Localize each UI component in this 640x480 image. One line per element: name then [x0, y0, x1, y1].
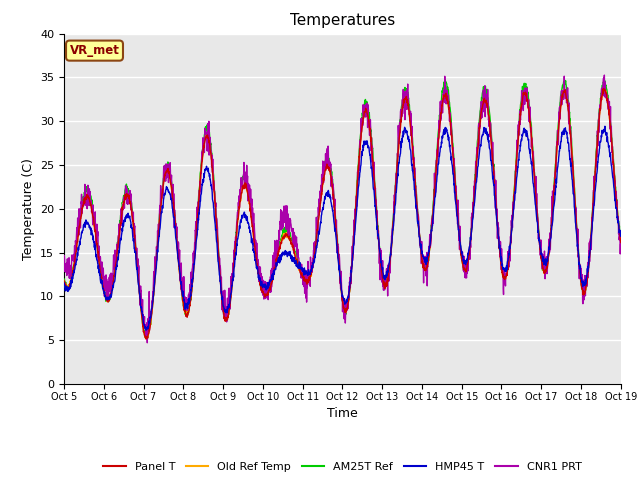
Title: Temperatures: Temperatures: [290, 13, 395, 28]
Legend: Panel T, Old Ref Temp, AM25T Ref, HMP45 T, CNR1 PRT: Panel T, Old Ref Temp, AM25T Ref, HMP45 …: [99, 457, 586, 477]
X-axis label: Time: Time: [327, 407, 358, 420]
Text: VR_met: VR_met: [70, 44, 120, 57]
Y-axis label: Temperature (C): Temperature (C): [22, 158, 35, 260]
